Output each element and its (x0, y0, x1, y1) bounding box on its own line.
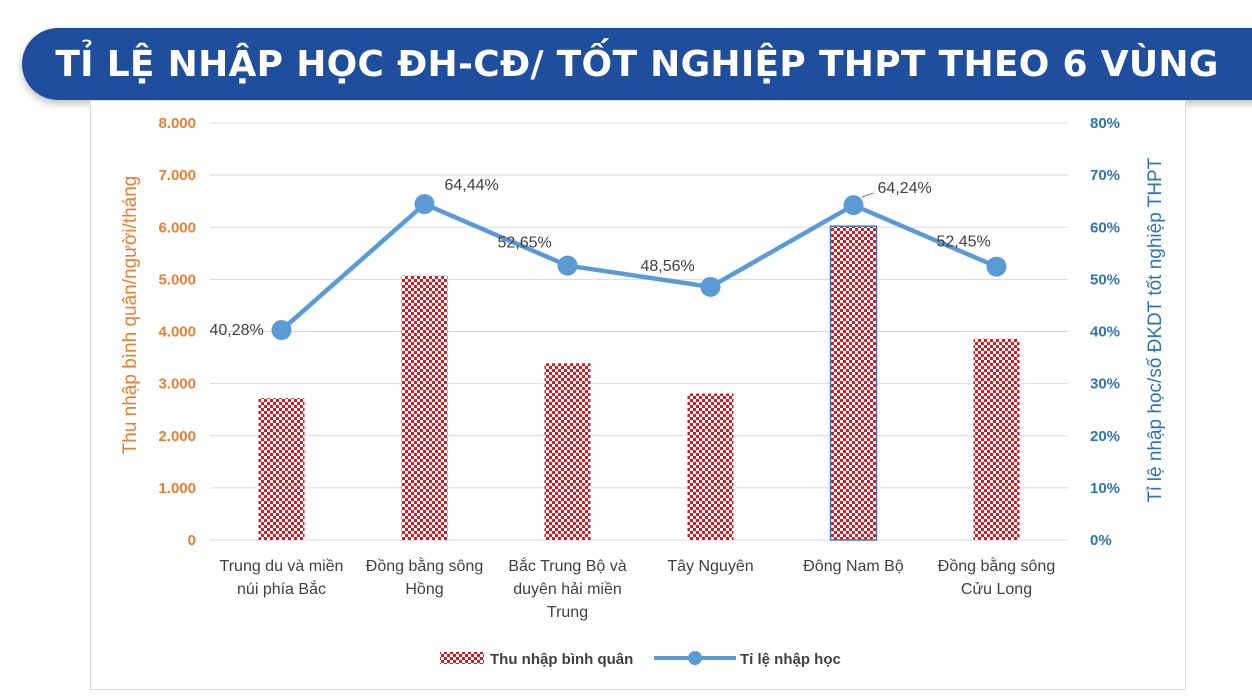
left-tick-label: 3.000 (158, 376, 196, 393)
legend-label-line: Tỉ lệ nhập học (740, 651, 841, 668)
right-tick-label: 50% (1090, 271, 1120, 288)
bar (258, 398, 305, 540)
line-path (280, 201, 998, 332)
label-leader (861, 192, 874, 198)
left-tick-label: 4.000 (158, 324, 196, 341)
bar (973, 338, 1020, 540)
title-banner (22, 28, 1252, 100)
right-tick-label: 10% (1090, 480, 1120, 497)
right-tick-label: 20% (1090, 428, 1120, 445)
line-marker (843, 195, 864, 216)
left-tick-label: 0 (188, 532, 196, 549)
right-tick-label: 0% (1090, 532, 1112, 549)
bar-series (258, 225, 1020, 541)
left-tick-label: 5.000 (158, 271, 196, 288)
line-marker (700, 276, 721, 297)
data-label: 52,45% (937, 234, 991, 251)
data-label: 64,44% (445, 177, 499, 194)
category-label: Đông Nam Bộ (803, 558, 904, 575)
right-tick-label: 40% (1090, 324, 1120, 341)
data-label: 48,56% (641, 258, 695, 275)
left-tick-label: 7.000 (158, 167, 196, 184)
line-marker (271, 320, 292, 341)
right-tick-label: 70% (1090, 167, 1120, 184)
category-label: Tây Nguyên (667, 558, 753, 575)
left-tick-label: 6.000 (158, 219, 196, 236)
data-label: 64,24% (878, 180, 932, 197)
legend-label-bar: Thu nhập bình quân (490, 651, 633, 668)
left-axis-title: Thu nhập bình quân/người/tháng (120, 176, 141, 455)
gridlines (210, 122, 1068, 541)
line-marker (986, 256, 1007, 277)
line-series: 40,28% 64,44% 52,65% 48,56% 64,24% 52,45% (210, 177, 1007, 341)
category-label: Trung du và miền núi phía Bắc (220, 558, 344, 598)
right-tick-label: 80% (1090, 115, 1120, 132)
bar (687, 393, 734, 540)
right-tick-label: 60% (1090, 219, 1120, 236)
left-tick-label: 2.000 (158, 428, 196, 445)
chart-title: TỈ LỆ NHẬP HỌC ĐH-CĐ/ TỐT NGHIỆP THPT TH… (55, 43, 1219, 85)
category-label: Bắc Trung Bộ và duyên hải miền Trung (508, 556, 626, 621)
line-marker (414, 194, 435, 215)
category-label: Đồng bằng sông Cửu Long (938, 556, 1055, 598)
data-label: 52,65% (498, 235, 552, 252)
legend: Thu nhập bình quân Tỉ lệ nhập học (440, 651, 841, 668)
bar (544, 363, 591, 540)
left-tick-label: 1.000 (158, 480, 196, 497)
left-axis-ticks: 0 1.000 2.000 3.000 4.000 5.000 6.000 7.000 8.00… (158, 115, 196, 549)
bar (401, 275, 448, 540)
legend-swatch-marker (688, 651, 702, 665)
category-labels: Trung du và miền núi phía Bắc Đồng bằng sô… (220, 556, 1056, 621)
data-label: 40,28% (210, 322, 264, 339)
bar-outline (829, 225, 878, 541)
right-tick-label: 30% (1090, 376, 1120, 393)
right-axis-ticks: 0% 10% 20% 30% 40% 50% 60% 70% 80% (1090, 115, 1120, 549)
bar (830, 226, 877, 540)
right-axis-title: Tỉ lệ nhập học/số ĐKDT tốt nghiệp THPT (1145, 157, 1166, 502)
left-tick-label: 8.000 (158, 115, 196, 132)
legend-swatch-bar (440, 652, 484, 664)
line-marker (557, 255, 578, 276)
category-label: Đồng bằng sông Hồng (366, 556, 483, 598)
